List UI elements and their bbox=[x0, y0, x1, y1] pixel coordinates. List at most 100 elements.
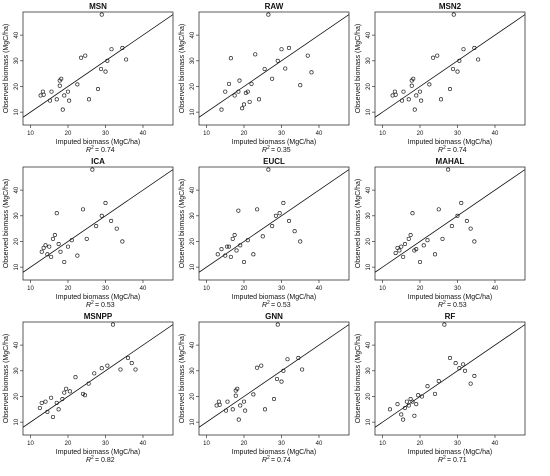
data-point bbox=[59, 76, 64, 81]
scatter-panel-gnn: 10 20 30 40 10 20 30 40 GNN Imputed biomass (MgC/… bbox=[179, 312, 350, 464]
data-point bbox=[393, 250, 398, 256]
y-axis-label: Observed biomass (MgC/ha) bbox=[355, 179, 362, 268]
data-point bbox=[90, 167, 95, 172]
r-squared-exponent: 2 bbox=[267, 300, 270, 306]
x-axis-label: Imputed biomass (MgC/ha) bbox=[408, 294, 492, 301]
data-point bbox=[447, 355, 453, 361]
data-point bbox=[43, 399, 48, 404]
data-point bbox=[273, 213, 278, 218]
data-point bbox=[225, 244, 230, 249]
data-point bbox=[245, 238, 250, 243]
plot-frame bbox=[374, 321, 526, 436]
data-point bbox=[54, 400, 59, 405]
y-tick-label: 20 bbox=[366, 392, 372, 399]
data-point bbox=[62, 259, 67, 265]
x-tick-label: 40 bbox=[316, 131, 323, 137]
data-point bbox=[67, 389, 72, 394]
data-point bbox=[120, 45, 125, 51]
y-axis-label: Observed biomass (MgC/ha) bbox=[179, 24, 186, 113]
data-point bbox=[86, 381, 91, 386]
data-point bbox=[219, 107, 224, 112]
data-point bbox=[47, 244, 52, 249]
data-point bbox=[410, 211, 415, 216]
data-point bbox=[238, 243, 243, 248]
data-point bbox=[414, 247, 419, 252]
y-tick-label: 10 bbox=[14, 108, 20, 115]
x-tick-label: 20 bbox=[65, 131, 72, 137]
r-squared-exponent: 2 bbox=[267, 455, 270, 461]
data-point bbox=[292, 229, 297, 234]
data-point bbox=[73, 375, 78, 380]
data-point bbox=[236, 417, 241, 422]
data-point bbox=[241, 259, 247, 265]
data-point bbox=[65, 244, 71, 249]
plot-frame bbox=[374, 166, 526, 281]
x-tick-label: 40 bbox=[140, 286, 147, 292]
scatter-panel-eucl: 10 20 30 40 10 20 30 40 EUCL Imputed biomass (MgC… bbox=[179, 157, 350, 309]
data-point bbox=[226, 81, 232, 86]
y-tick-label: 40 bbox=[190, 186, 196, 193]
data-point bbox=[65, 89, 71, 94]
panel-title: RAW bbox=[265, 2, 284, 11]
data-point bbox=[266, 12, 271, 17]
data-point bbox=[401, 254, 406, 259]
data-point bbox=[285, 357, 290, 362]
data-point bbox=[461, 362, 466, 367]
data-point bbox=[241, 399, 247, 404]
data-point bbox=[62, 93, 67, 98]
data-point bbox=[399, 244, 404, 249]
data-point bbox=[94, 224, 99, 229]
data-point bbox=[56, 407, 61, 412]
data-point bbox=[49, 89, 54, 94]
data-point bbox=[472, 45, 477, 51]
data-point bbox=[54, 97, 59, 102]
data-point bbox=[95, 86, 101, 92]
one-to-one-line bbox=[199, 169, 349, 273]
r-squared-exponent: 2 bbox=[91, 455, 94, 461]
data-point bbox=[442, 322, 447, 327]
data-point bbox=[79, 55, 84, 60]
data-point bbox=[82, 393, 87, 398]
plot-frame bbox=[198, 166, 350, 281]
data-point bbox=[455, 213, 460, 218]
scatter-panel-raw: 10 20 30 40 10 20 30 40 RAW Imputed biomass (MgC/… bbox=[179, 2, 350, 154]
x-tick-label: 30 bbox=[454, 441, 461, 447]
plot-frame bbox=[22, 11, 174, 126]
data-point bbox=[457, 58, 462, 63]
data-point bbox=[235, 386, 240, 391]
data-point bbox=[419, 98, 424, 103]
data-point bbox=[401, 417, 406, 422]
data-point bbox=[427, 82, 432, 87]
x-tick-label: 40 bbox=[492, 441, 499, 447]
x-tick-label: 30 bbox=[454, 286, 461, 292]
x-tick-label: 30 bbox=[278, 286, 285, 292]
data-point bbox=[462, 368, 468, 373]
r-squared-label: R bbox=[262, 302, 267, 309]
data-point bbox=[75, 253, 80, 258]
data-point bbox=[52, 233, 57, 238]
data-point bbox=[255, 365, 260, 370]
data-point bbox=[99, 213, 104, 218]
data-point bbox=[417, 89, 423, 94]
x-tick-label: 10 bbox=[379, 131, 386, 137]
y-tick-label: 10 bbox=[366, 418, 372, 425]
data-point bbox=[49, 395, 54, 400]
x-tick-label: 10 bbox=[27, 286, 34, 292]
data-point bbox=[67, 98, 72, 103]
y-tick-label: 40 bbox=[366, 341, 372, 348]
data-point bbox=[230, 236, 235, 241]
data-point bbox=[309, 70, 314, 75]
data-point bbox=[459, 200, 464, 206]
y-tick-label: 40 bbox=[14, 186, 20, 193]
data-point bbox=[57, 83, 62, 88]
data-point bbox=[45, 252, 50, 257]
x-tick-label: 30 bbox=[278, 131, 285, 137]
data-point bbox=[472, 373, 477, 378]
data-point bbox=[414, 93, 419, 98]
data-point bbox=[236, 89, 241, 94]
data-point bbox=[247, 99, 252, 104]
data-point bbox=[253, 52, 258, 57]
y-tick-label: 30 bbox=[14, 57, 20, 64]
y-tick-label: 30 bbox=[14, 367, 20, 374]
